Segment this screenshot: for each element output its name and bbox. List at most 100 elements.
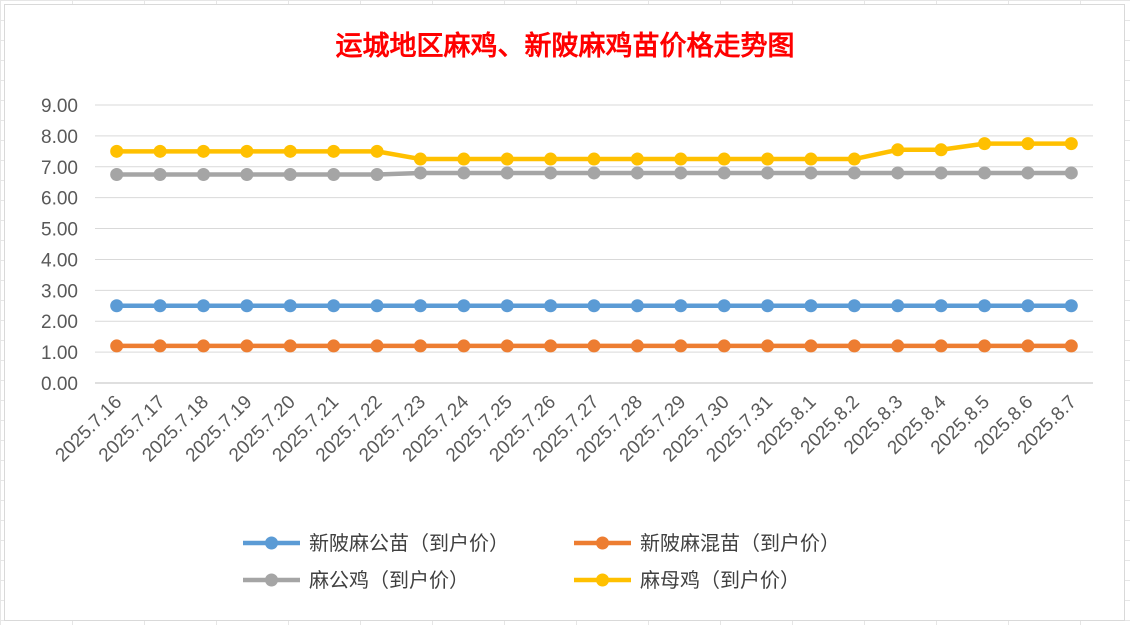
legend-label: 麻母鸡（到户价）: [640, 568, 800, 592]
data-point: [630, 299, 644, 313]
data-point: [327, 299, 341, 313]
y-tick-label: 8.00: [41, 127, 78, 148]
data-point: [847, 299, 861, 313]
data-point: [110, 168, 124, 181]
y-tick-label: 9.00: [41, 96, 78, 117]
data-point: [1064, 137, 1078, 151]
data-point: [1021, 166, 1035, 180]
data-point: [240, 144, 254, 158]
data-point: [110, 339, 124, 353]
data-point: [587, 299, 601, 313]
data-point: [240, 299, 254, 313]
data-point: [110, 144, 124, 158]
data-point: [891, 339, 905, 353]
legend-item: 麻公鸡（到户价）: [243, 568, 469, 592]
data-point: [153, 339, 167, 353]
y-tick-label: 6.00: [41, 189, 78, 210]
data-point: [1064, 339, 1078, 353]
data-point: [978, 339, 992, 353]
data-point: [544, 166, 558, 180]
data-point: [674, 166, 688, 180]
legend-label: 新陂麻混苗（到户价）: [640, 531, 840, 555]
data-point: [847, 166, 861, 180]
data-point: [934, 166, 948, 180]
legend-label: 新陂麻公苗（到户价）: [309, 531, 509, 555]
gridlines: [95, 104, 1093, 384]
legend-swatch-marker: [265, 573, 278, 587]
chart-area[interactable]: [4, 4, 1125, 621]
data-point: [1021, 137, 1035, 151]
data-point: [500, 166, 514, 180]
data-point: [370, 168, 384, 181]
data-point: [717, 152, 731, 166]
data-point: [847, 339, 861, 353]
data-point: [804, 339, 818, 353]
data-point: [630, 152, 644, 166]
data-point: [804, 152, 818, 166]
data-point: [283, 144, 297, 158]
data-point: [934, 143, 948, 157]
data-point: [370, 339, 384, 353]
data-point: [283, 168, 297, 181]
legend: 新陂麻公苗（到户价） 新陂麻混苗（到户价） 麻公鸡（到户价） 麻母鸡（到户价）: [243, 531, 840, 592]
data-point: [413, 152, 427, 166]
legend-item: 新陂麻公苗（到户价）: [243, 531, 509, 555]
legend-item: 新陂麻混苗（到户价）: [574, 531, 840, 555]
data-point: [761, 152, 775, 166]
x-axis-ticks: 2025.7.162025.7.172025.7.182025.7.192025…: [52, 391, 1081, 466]
data-point: [630, 166, 644, 180]
series-1: [110, 299, 1078, 313]
data-point: [934, 299, 948, 313]
data-point: [674, 152, 688, 166]
y-axis-ticks: 0.00 1.00 2.00 3.00 4.00 5.00 6.00 7.00 8.00 9.00: [41, 96, 78, 395]
data-point: [978, 137, 992, 151]
data-point: [196, 299, 210, 313]
chart-title: 运城地区麻鸡、新陂麻鸡苗价格走势图: [336, 30, 795, 62]
data-point: [804, 166, 818, 180]
legend-label: 麻公鸡（到户价）: [309, 568, 469, 592]
data-point: [717, 339, 731, 353]
legend-item: 麻母鸡（到户价）: [574, 568, 800, 592]
data-point: [500, 299, 514, 313]
data-point: [457, 166, 471, 180]
legend-swatch-marker: [596, 536, 609, 550]
data-point: [934, 339, 948, 353]
data-point: [891, 166, 905, 180]
y-tick-label: 1.00: [41, 343, 78, 364]
data-point: [413, 299, 427, 313]
series-lines: [110, 137, 1078, 353]
data-point: [457, 152, 471, 166]
data-point: [544, 299, 558, 313]
data-point: [1064, 166, 1078, 180]
data-point: [761, 339, 775, 353]
data-point: [1021, 299, 1035, 313]
data-point: [1064, 299, 1078, 313]
y-tick-label: 7.00: [41, 158, 78, 179]
data-point: [978, 299, 992, 313]
data-point: [804, 299, 818, 313]
data-point: [587, 339, 601, 353]
series-2: [110, 339, 1078, 353]
series-3: [110, 166, 1078, 181]
y-tick-label: 5.00: [41, 220, 78, 241]
y-tick-label: 3.00: [41, 281, 78, 302]
data-point: [283, 299, 297, 313]
data-point: [630, 339, 644, 353]
data-point: [978, 166, 992, 180]
data-point: [847, 152, 861, 166]
data-point: [370, 299, 384, 313]
series-4: [110, 137, 1078, 166]
data-point: [587, 166, 601, 180]
data-point: [761, 299, 775, 313]
y-tick-label: 0.00: [41, 374, 78, 395]
data-point: [544, 152, 558, 166]
data-point: [891, 299, 905, 313]
data-point: [196, 339, 210, 353]
data-point: [153, 144, 167, 158]
data-point: [500, 152, 514, 166]
data-point: [717, 166, 731, 180]
data-point: [761, 166, 775, 180]
data-point: [240, 339, 254, 353]
data-point: [196, 144, 210, 158]
